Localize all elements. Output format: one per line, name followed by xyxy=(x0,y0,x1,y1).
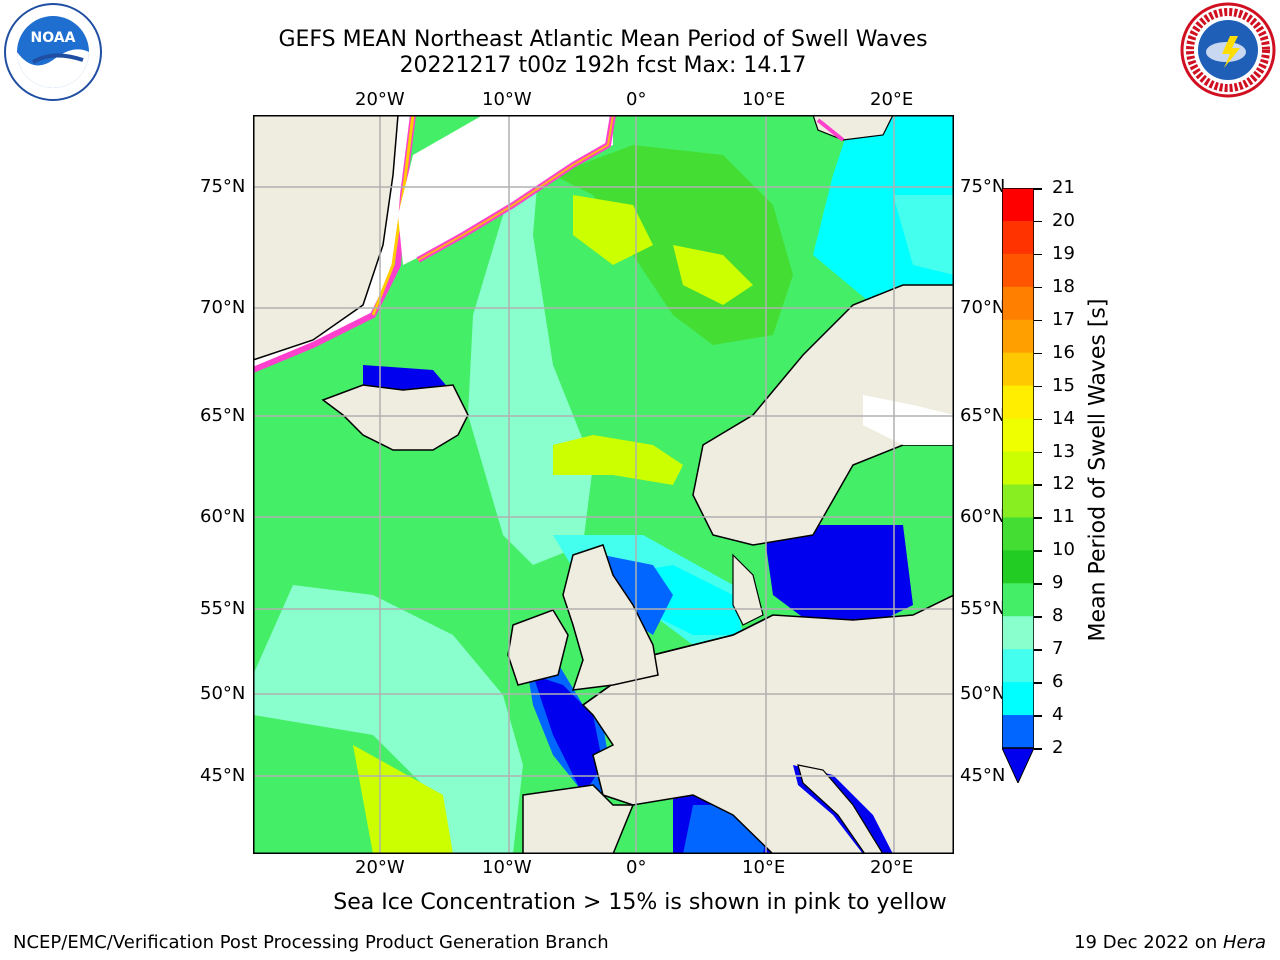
sea-ice-note: Sea Ice Concentration > 15% is shown in … xyxy=(333,890,947,915)
lat-label-right: 55°N xyxy=(960,598,1006,619)
colorbar-tick-mark xyxy=(1034,517,1042,519)
colorbar-tick-label: 6 xyxy=(1052,671,1064,693)
colorbar-tick-label: 14 xyxy=(1052,407,1075,429)
colorbar-tick-label: 17 xyxy=(1052,308,1075,330)
colorbar-tick-mark xyxy=(1034,484,1042,486)
colorbar-segment xyxy=(1002,253,1034,288)
lat-label-left: 45°N xyxy=(200,765,246,786)
colorbar-segment xyxy=(1002,715,1034,749)
noaa-text: NOAA xyxy=(31,30,76,46)
colorbar-extension xyxy=(1002,747,1034,783)
lat-label-left: 70°N xyxy=(200,297,246,318)
colorbar-tick-label: 19 xyxy=(1052,242,1075,264)
colorbar-tick-label: 15 xyxy=(1052,374,1075,396)
lon-label-top: 20°E xyxy=(870,89,914,110)
lat-label-left: 50°N xyxy=(200,683,246,704)
colorbar-segment xyxy=(1002,319,1034,354)
lon-label-top: 10°W xyxy=(482,89,532,110)
colorbar-segment xyxy=(1002,188,1034,222)
colorbar-tick-label: 11 xyxy=(1052,506,1075,528)
footer-date: 19 Dec 2022 on Hera xyxy=(1074,932,1266,953)
map-area xyxy=(253,115,954,854)
lat-label-right: 60°N xyxy=(960,506,1006,527)
colorbar-tick-mark xyxy=(1034,319,1042,322)
iberia-land xyxy=(522,784,635,854)
colorbar-tick-label: 18 xyxy=(1052,275,1075,297)
lon-label-bottom: 20°W xyxy=(355,857,405,878)
colorbar-tick-mark xyxy=(1034,682,1042,684)
lon-label-bottom: 10°W xyxy=(482,857,532,878)
colorbar-tick-label: 13 xyxy=(1052,440,1075,462)
colorbar-segment xyxy=(1002,286,1034,321)
colorbar-tick-label: 7 xyxy=(1052,638,1064,660)
nws-logo-icon xyxy=(1180,2,1276,98)
colorbar-tick-mark xyxy=(1034,451,1042,454)
lon-label-top: 20°W xyxy=(355,89,405,110)
lat-label-right: 70°N xyxy=(960,297,1006,318)
colorbar-segment xyxy=(1002,616,1034,650)
colorbar-segment xyxy=(1002,484,1034,518)
colorbar-tick-label: 2 xyxy=(1052,737,1064,758)
colorbar-tick-mark xyxy=(1034,286,1042,289)
colorbar-segment xyxy=(1002,385,1034,420)
chart-title: GEFS MEAN Northeast Atlantic Mean Period… xyxy=(278,27,928,52)
colorbar-tick-mark xyxy=(1034,188,1042,190)
colorbar-tick-mark xyxy=(1034,385,1042,388)
colorbar-segment xyxy=(1002,517,1034,551)
colorbar-segment xyxy=(1002,352,1034,387)
colorbar-tick-label: 9 xyxy=(1052,572,1064,594)
lon-label-bottom: 0° xyxy=(626,857,647,878)
colorbar-segment xyxy=(1002,583,1034,617)
colorbar-segment xyxy=(1002,451,1034,485)
colorbar-tick-mark xyxy=(1034,715,1042,717)
colorbar-segment xyxy=(1002,682,1034,716)
colorbar-segment xyxy=(1002,418,1034,453)
map-frame xyxy=(253,115,954,854)
footer-credit: NCEP/EMC/Verification Post Processing Pr… xyxy=(13,932,609,953)
colorbar-tick-label: 12 xyxy=(1052,473,1075,495)
colorbar-tick-mark xyxy=(1034,550,1042,552)
iceland-land xyxy=(321,384,469,451)
footer-date-text: 19 Dec 2022 on xyxy=(1074,932,1223,953)
lat-label-right: 75°N xyxy=(960,176,1006,197)
lat-label-left: 75°N xyxy=(200,176,246,197)
colorbar-tick-mark xyxy=(1034,583,1042,585)
colorbar-tick-mark xyxy=(1034,649,1042,651)
graticule xyxy=(253,115,954,854)
lat-label-left: 60°N xyxy=(200,506,246,527)
lon-label-bottom: 20°E xyxy=(870,857,914,878)
colorbar xyxy=(1002,188,1034,783)
lat-label-right: 45°N xyxy=(960,765,1006,786)
colorbar-tick-label: 10 xyxy=(1052,539,1075,561)
colorbar-tick-label: 21 xyxy=(1052,177,1075,198)
colorbar-label: Mean Period of Swell Waves [s] xyxy=(1085,298,1111,642)
ireland-land xyxy=(507,609,569,686)
lat-label-left: 55°N xyxy=(200,598,246,619)
colorbar-segment xyxy=(1002,220,1034,255)
colorbar-tick-mark xyxy=(1034,616,1042,618)
colorbar-tick-mark xyxy=(1034,220,1042,223)
greenland-land xyxy=(253,115,399,361)
colorbar-tick-mark xyxy=(1034,418,1042,421)
colorbar-tick-label: 16 xyxy=(1052,341,1075,363)
colorbar-tick-label: 20 xyxy=(1052,209,1075,231)
noaa-logo-icon: NOAA xyxy=(4,3,102,101)
lon-label-bottom: 10°E xyxy=(742,857,786,878)
lon-label-top: 10°E xyxy=(742,89,786,110)
lat-label-right: 50°N xyxy=(960,683,1006,704)
colorbar-tick-mark xyxy=(1034,748,1042,750)
lat-label-right: 65°N xyxy=(960,405,1006,426)
colorbar-tick-mark xyxy=(1034,253,1042,256)
colorbar-tick-label: 8 xyxy=(1052,605,1064,627)
lat-label-left: 65°N xyxy=(200,405,246,426)
footer-host: Hera xyxy=(1222,932,1266,953)
colorbar-segment xyxy=(1002,550,1034,584)
lon-label-top: 0° xyxy=(626,89,647,110)
chart-subtitle: 20221217 t00z 192h fcst Max: 14.17 xyxy=(399,53,807,78)
colorbar-tick-label: 4 xyxy=(1052,704,1064,726)
colorbar-tick-mark xyxy=(1034,352,1042,355)
colorbar-segment xyxy=(1002,649,1034,683)
